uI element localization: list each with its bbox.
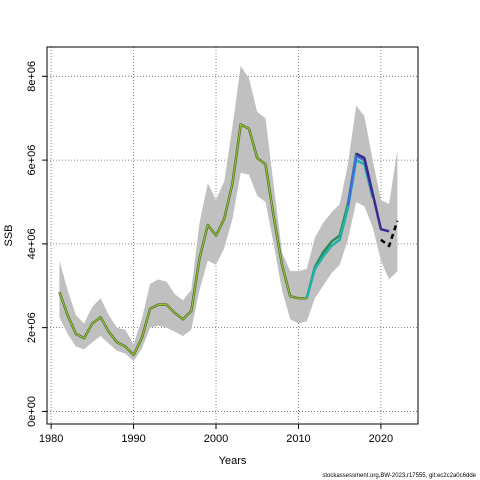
confidence-band xyxy=(59,65,398,362)
x-axis-label: Years xyxy=(219,455,247,467)
plot-frame xyxy=(46,46,419,425)
x-axis: 1980 1990 2000 2010 2020 xyxy=(39,424,393,445)
y-tick-label: 6e+06 xyxy=(26,145,38,176)
series-group xyxy=(58,123,399,357)
x-tick-label: 1990 xyxy=(121,433,145,445)
y-tick-label: 4e+06 xyxy=(26,228,38,259)
y-axis-label: SSB xyxy=(3,224,15,246)
series-line-1-highlight xyxy=(58,124,307,356)
series-line-5 xyxy=(355,152,390,233)
series-line-3 xyxy=(305,158,374,299)
x-tick-label: 2020 xyxy=(369,433,393,445)
x-tick-label: 2000 xyxy=(204,433,228,445)
x-tick-label: 2010 xyxy=(286,433,310,445)
series-line-6 xyxy=(380,220,399,248)
y-tick-label: 0e+00 xyxy=(26,396,38,427)
source-annotation: stockassessment.org,BW-2023,r17555, git:… xyxy=(322,473,476,479)
y-tick-label: 8e+06 xyxy=(26,61,38,92)
confidence-band-group xyxy=(59,65,398,362)
y-tick-label: 2e+06 xyxy=(26,312,38,343)
y-axis: 0e+00 2e+06 4e+06 6e+06 8e+06 xyxy=(26,61,47,427)
grid xyxy=(47,47,418,424)
x-tick-label: 1980 xyxy=(39,433,63,445)
